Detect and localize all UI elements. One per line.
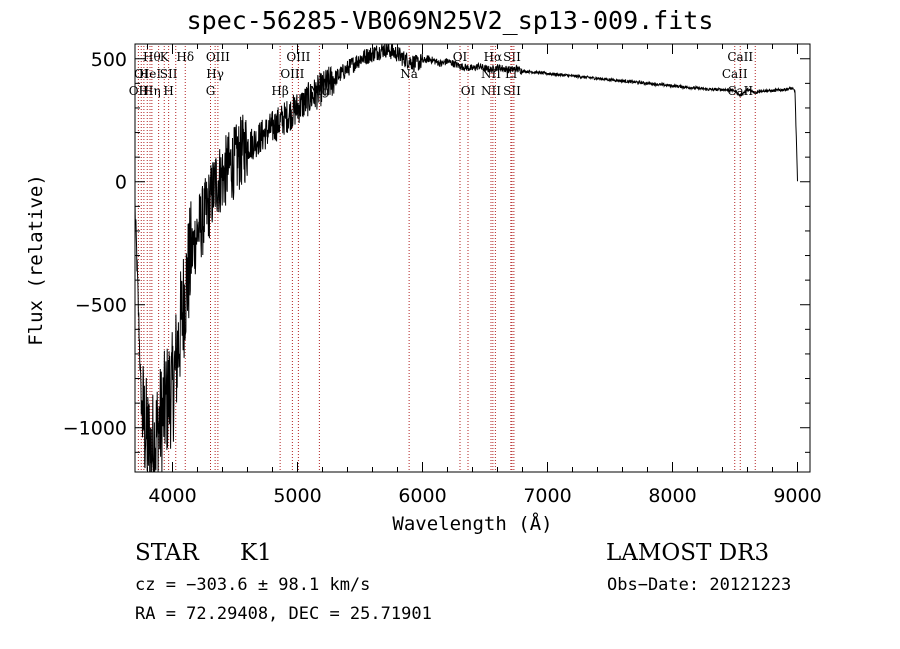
x-tick-label: 6000 — [398, 485, 446, 507]
spectral-line-label: Na — [400, 67, 418, 81]
spectral-line-label: Hγ — [206, 67, 224, 81]
y-tick-label: 500 — [91, 49, 127, 71]
spectral-line-label: G — [206, 84, 216, 98]
spectral-line-label: CaII — [722, 67, 748, 81]
x-tick-label: 4000 — [148, 485, 196, 507]
plot-frame — [134, 43, 811, 473]
x-tick-label: 5000 — [273, 485, 321, 507]
spectral-line-label: SII — [160, 67, 178, 81]
survey-label: LAMOST DR3 — [606, 540, 770, 566]
spectral-line-label: CaII — [727, 84, 753, 98]
subclass-label: K1 — [240, 540, 272, 566]
x-axis-label: Wavelength (Å) — [392, 512, 552, 535]
spectral-line-label: H — [139, 84, 149, 98]
spectral-line-label: Hβ — [271, 84, 288, 98]
x-tick-label: 9000 — [773, 485, 821, 507]
spectral-line-label: Hδ — [176, 50, 194, 64]
spectral-line-label: OIII — [286, 50, 310, 64]
chart-title: spec-56285-VB069N25V2_sp13-009.fits — [186, 6, 714, 35]
x-tick-label: 7000 — [523, 485, 571, 507]
spectral-line-label: Hη — [143, 84, 161, 98]
spectral-line-label: OI — [461, 84, 476, 98]
spectral-line-label: OIII — [206, 50, 230, 64]
spectral-line-label: Hθ — [143, 50, 161, 64]
spectral-line-label: SII — [503, 84, 521, 98]
y-tick-label: 0 — [115, 172, 127, 194]
y-axis-label: Flux (relative) — [25, 174, 47, 346]
spectral-line-label: OI — [453, 50, 468, 64]
cz-label: cz = −303.6 ± 98.1 km/s — [135, 575, 371, 595]
spectral-line-label: HeI — [139, 67, 162, 81]
spectral-line-label: OI — [134, 67, 149, 81]
spectral-line-label: H — [163, 84, 173, 98]
spectral-line-label: SII — [503, 50, 521, 64]
spectral-line-label: Hα — [484, 50, 503, 64]
y-tick-label: −500 — [75, 295, 127, 317]
spectrum-line — [134, 44, 798, 472]
class-label: STAR — [135, 540, 199, 566]
spectral-line-label: OIII — [280, 67, 304, 81]
spectral-line-label: K — [160, 50, 170, 64]
coords-label: RA = 72.29408, DEC = 25.71901 — [135, 604, 432, 624]
obs-date-label: Obs−Date: 20121223 — [607, 575, 792, 595]
y-tick-label: −1000 — [63, 418, 127, 440]
spectral-line-label: CaII — [727, 50, 753, 64]
spectral-line-label: Li — [505, 67, 517, 81]
x-tick-label: 8000 — [648, 485, 696, 507]
spectral-line-label: NII — [481, 84, 501, 98]
